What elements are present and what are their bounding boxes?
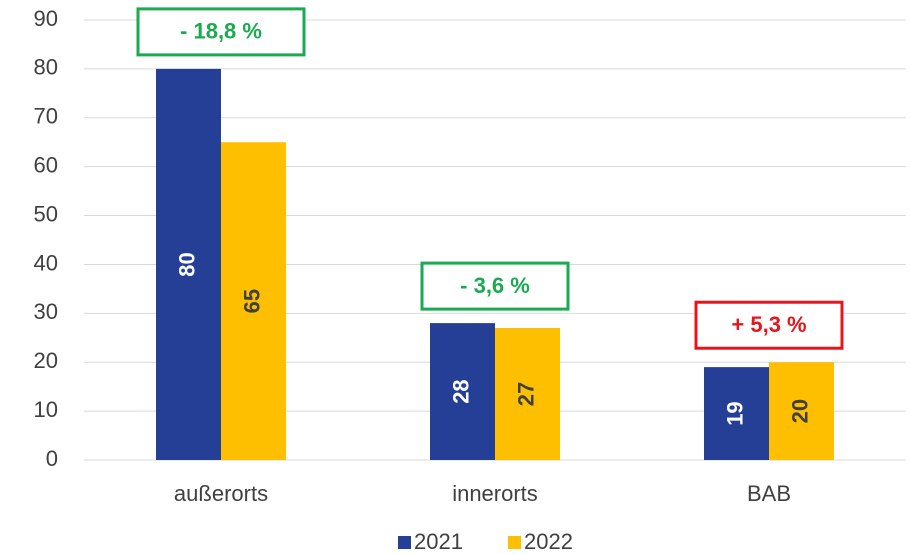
y-tick-label: 90 <box>34 6 58 31</box>
y-tick-label: 60 <box>34 152 58 177</box>
annotation-box <box>136 7 306 57</box>
bar <box>495 328 560 460</box>
data-label: 65 <box>239 289 264 313</box>
legend-label: 2022 <box>524 529 573 554</box>
legend-swatch <box>398 536 411 549</box>
x-tick-label: außerorts <box>174 481 268 506</box>
x-tick-label: BAB <box>747 481 791 506</box>
y-tick-label: 10 <box>34 397 58 422</box>
bar <box>769 362 834 460</box>
annotation-box <box>694 300 844 350</box>
annotation-box <box>420 261 570 311</box>
y-tick-label: 40 <box>34 250 58 275</box>
annotation: + 5,3 % <box>731 312 806 337</box>
data-label: 80 <box>174 252 199 276</box>
bar <box>221 142 286 460</box>
data-label: 27 <box>513 382 538 406</box>
bar <box>704 367 769 460</box>
y-tick-label: 70 <box>34 104 58 129</box>
y-tick-label: 20 <box>34 348 58 373</box>
data-label: 19 <box>722 401 747 425</box>
y-tick-label: 30 <box>34 299 58 324</box>
y-tick-label: 80 <box>34 55 58 80</box>
legend-label: 2021 <box>414 529 463 554</box>
y-tick-label: 0 <box>46 446 58 471</box>
legend-swatch <box>508 536 521 549</box>
data-label: 20 <box>787 399 812 423</box>
data-label: 28 <box>448 379 473 403</box>
annotation: - 18,8 % <box>180 19 262 44</box>
bar <box>430 323 495 460</box>
annotation: - 3,6 % <box>460 273 530 298</box>
y-tick-label: 50 <box>34 201 58 226</box>
x-tick-label: innerorts <box>452 481 538 506</box>
bar <box>156 68 221 460</box>
